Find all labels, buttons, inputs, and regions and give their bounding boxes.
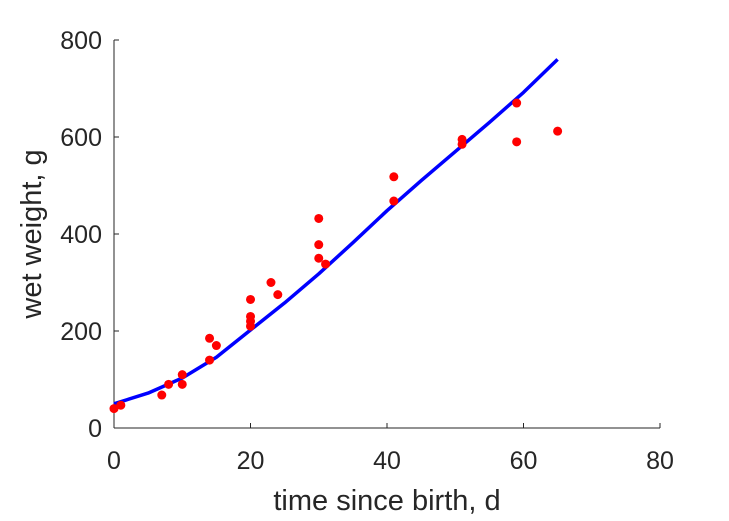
data-point: [389, 172, 399, 182]
data-point: [177, 370, 187, 380]
x-tick-label: 0: [107, 447, 121, 475]
axes: 0 20 40 60 80 0 200 400 600 800: [60, 27, 674, 475]
data-point: [246, 294, 255, 304]
y-ticks: 0 200 400 600 800: [60, 27, 119, 443]
data-point: [109, 404, 119, 414]
data-point: [512, 98, 522, 108]
data-point: [116, 400, 126, 410]
data-point: [205, 333, 215, 343]
fit-curve: [113, 58, 559, 406]
data-point: [314, 253, 324, 263]
data-point: [266, 278, 276, 287]
y-tick-label: 200: [60, 318, 102, 346]
data-point: [553, 126, 563, 136]
data-point: [389, 196, 399, 206]
data-point: [177, 379, 187, 389]
x-axis-label: time since birth, d: [273, 485, 500, 517]
data-point: [205, 355, 215, 365]
y-tick-label: 400: [60, 221, 102, 249]
x-tick-label: 80: [646, 447, 674, 475]
data-point: [321, 259, 331, 269]
y-axis-label: wet weight, g: [16, 149, 48, 319]
data-point: [273, 290, 283, 300]
data-point: [457, 134, 467, 144]
data-point: [512, 137, 522, 147]
x-ticks: 0 20 40 60 80: [107, 423, 674, 475]
x-tick-label: 40: [373, 447, 401, 475]
x-tick-label: 20: [237, 447, 265, 475]
series-layer: [109, 58, 563, 414]
data-point: [246, 311, 255, 321]
y-tick-label: 600: [60, 124, 102, 152]
data-point: [211, 341, 221, 351]
data-point: [164, 379, 174, 389]
data-point: [157, 390, 167, 400]
data-point: [314, 213, 324, 223]
y-tick-label: 800: [60, 27, 102, 55]
data-point: [314, 240, 324, 250]
y-tick-label: 0: [88, 415, 102, 443]
x-tick-label: 60: [510, 447, 538, 475]
